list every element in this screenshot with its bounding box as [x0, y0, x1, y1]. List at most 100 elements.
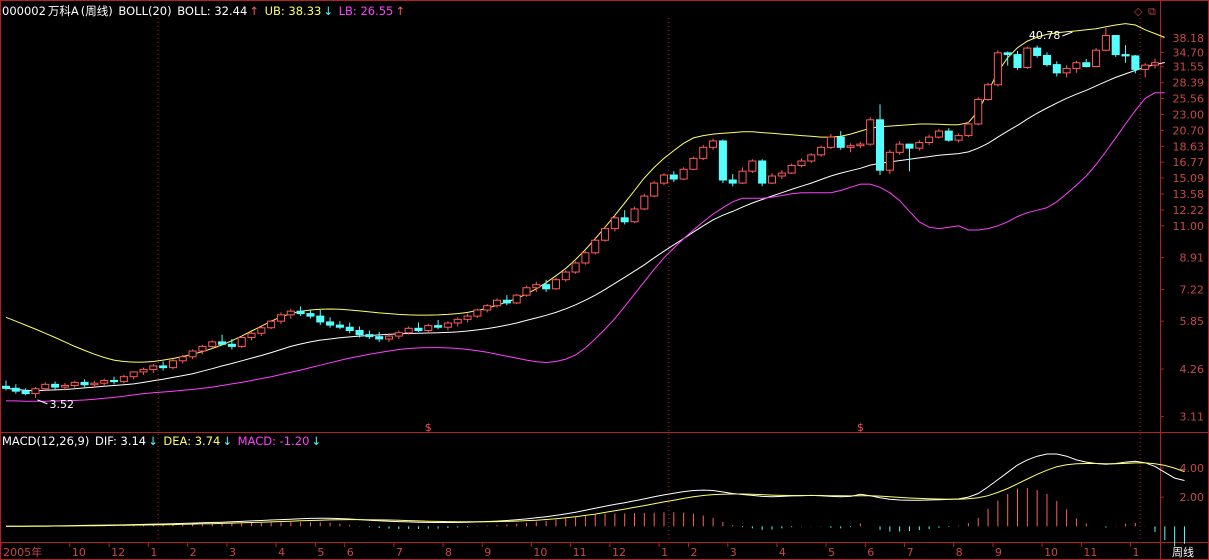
candle-body	[650, 182, 659, 197]
macd-y-tick-label: 4.00	[1180, 462, 1205, 475]
candle-body	[1052, 64, 1061, 74]
candle-body	[1111, 35, 1120, 56]
y-tick-label: 38.18	[1173, 32, 1205, 45]
candle-body	[483, 305, 492, 311]
candle-body	[70, 381, 79, 387]
candle-body	[679, 168, 688, 180]
candle-body	[905, 143, 914, 149]
boll-mid-line	[5, 62, 1165, 392]
y-tick-label: 23.00	[1173, 108, 1205, 121]
candle-body	[875, 119, 885, 171]
candle-body	[993, 52, 1002, 86]
candle-body	[60, 385, 69, 388]
candle-body	[659, 174, 669, 184]
period-tab[interactable]: 周线	[1172, 545, 1194, 559]
candle-body	[542, 284, 551, 290]
y-tick-label: 28.39	[1173, 77, 1205, 90]
y-tick-label: 18.63	[1173, 140, 1205, 153]
x-tick-label: 7	[396, 546, 403, 559]
candle-body	[306, 313, 315, 317]
candle-body	[767, 175, 777, 184]
candle-body	[925, 136, 934, 144]
candle-body	[689, 157, 698, 170]
candle-body	[640, 195, 649, 210]
candle-body	[964, 123, 973, 137]
x-tick-label: 6	[347, 546, 354, 559]
candle-body	[630, 208, 639, 223]
candle-body	[1003, 52, 1012, 56]
y-tick-label: 8.91	[1180, 252, 1205, 265]
candle-body	[1092, 49, 1101, 68]
y-tick-label: 5.85	[1180, 315, 1205, 328]
candle-body	[149, 365, 158, 370]
candle-body	[1101, 35, 1110, 51]
y-tick-label: 13.58	[1173, 188, 1205, 201]
lb-up-arrow: ↑	[395, 4, 406, 18]
x-tick-label: 5	[828, 546, 835, 559]
x-tick-label: 9	[995, 546, 1002, 559]
candle-body	[335, 324, 344, 328]
candle-body	[227, 343, 236, 347]
candle-body	[365, 334, 374, 338]
high-arrow	[1062, 31, 1073, 37]
candle-body	[826, 136, 835, 148]
candle-body	[934, 130, 943, 138]
x-tick-label: 1	[150, 546, 157, 559]
candle-body	[51, 383, 60, 388]
candle-body	[326, 321, 335, 326]
x-tick-label: 7	[907, 546, 914, 559]
y-tick-label: 15.09	[1173, 172, 1205, 185]
candle-body	[895, 143, 904, 153]
candle-body	[571, 262, 580, 273]
restore-icon[interactable]: ⧉	[1148, 5, 1156, 18]
stock-code: 000002	[2, 4, 46, 18]
candle-body	[669, 174, 678, 180]
candle-body	[424, 325, 433, 331]
y-tick-label: 12.22	[1173, 204, 1205, 217]
candle-body	[797, 160, 806, 167]
candle-body	[247, 332, 256, 339]
candle-body	[512, 294, 521, 304]
y-tick-label: 7.22	[1180, 283, 1205, 296]
diamond-icon[interactable]: ◇	[1134, 5, 1143, 18]
dea-line	[6, 462, 1185, 527]
candle-body	[522, 287, 531, 296]
ub-value: UB: 38.33	[264, 4, 322, 18]
candle-body	[296, 310, 305, 315]
x-tick-label: 9	[484, 546, 491, 559]
dif-down-arrow: ↓	[148, 434, 158, 448]
candle-body	[836, 136, 845, 148]
candle-body	[1, 385, 11, 389]
candle-body	[168, 360, 177, 369]
x-tick-label: 2005年	[3, 545, 42, 559]
y-tick-label: 4.26	[1180, 363, 1205, 376]
candle-body	[551, 279, 560, 290]
candle-body	[198, 345, 207, 352]
y-tick-label: 31.55	[1173, 61, 1205, 74]
candle-body	[817, 146, 826, 156]
candle-body	[591, 239, 600, 254]
candle-body	[502, 299, 511, 304]
candle-body	[414, 327, 423, 331]
candle-body	[208, 341, 217, 347]
candle-body	[610, 217, 619, 230]
period-label: (周线)	[80, 4, 113, 18]
boll-value: BOLL: 32.44	[177, 4, 248, 18]
y-tick-label: 3.11	[1180, 411, 1205, 424]
candle-body	[1121, 54, 1130, 57]
candle-body	[620, 217, 629, 223]
y-tick-label: 34.70	[1173, 46, 1205, 59]
candle-body	[758, 160, 767, 184]
low-arrow	[37, 399, 48, 405]
candle-body	[699, 146, 708, 159]
y-tick-label: 11.00	[1173, 220, 1205, 233]
x-tick-label: 8	[956, 546, 963, 559]
candle-body	[218, 341, 227, 345]
x-tick-label: 12	[612, 546, 626, 559]
candle-body	[119, 376, 128, 383]
x-tick-label: 4	[278, 546, 285, 559]
x-tick-label: 10	[533, 546, 547, 559]
candle-body	[188, 350, 197, 358]
candle-body	[492, 299, 502, 307]
